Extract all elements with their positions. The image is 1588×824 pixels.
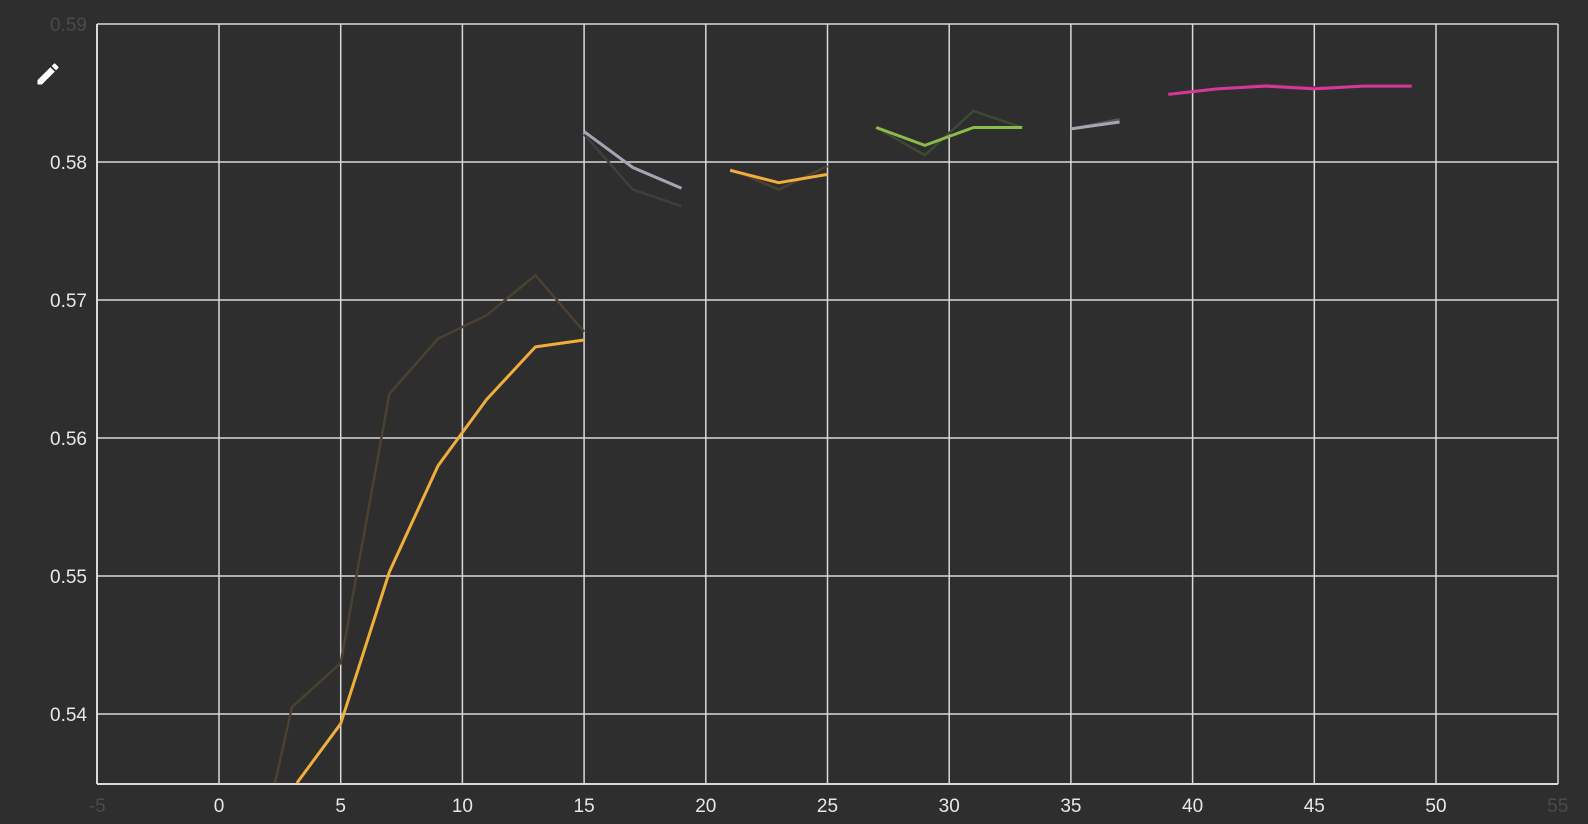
x-tick-label: 10 [452, 796, 473, 817]
y-tick-label: 0.56 [50, 429, 87, 450]
x-tick-label: 5 [335, 796, 346, 817]
x-tick-label: 35 [1060, 796, 1081, 817]
x-tick-label: 50 [1425, 796, 1446, 817]
grid [96, 23, 1559, 785]
x-tick-label: 20 [695, 796, 716, 817]
series-group [273, 83, 1412, 784]
x-tick-label: 40 [1182, 796, 1203, 817]
series-line-4 [583, 130, 683, 190]
y-tick-label: 0.54 [50, 705, 87, 726]
y-tick-label: 0.59 [50, 15, 87, 36]
y-tick-label: 0.57 [50, 291, 87, 312]
x-tick-label: 0 [214, 796, 225, 817]
series-line-3 [583, 133, 682, 208]
x-tick-label: -5 [89, 796, 106, 817]
x-tick-label: 55 [1547, 796, 1568, 817]
x-tick-label: 25 [817, 796, 838, 817]
series-line-8 [875, 126, 1023, 147]
series-line-10 [1070, 120, 1120, 131]
series-line-6 [729, 168, 828, 185]
x-tick-label: 45 [1304, 796, 1325, 817]
y-tick-label: 0.55 [50, 567, 87, 588]
series-line-1 [273, 273, 586, 784]
y-tick-label: 0.58 [50, 153, 87, 174]
series-line-7 [875, 109, 1023, 157]
pencil-icon[interactable] [34, 60, 62, 88]
x-tick-label: 15 [574, 796, 595, 817]
tick-labels: -5 0 5 10 15 20 25 30 35 40 45 50 55 0.54 0.55 0.56 0.57… [50, 15, 1568, 817]
series-line-2 [295, 338, 585, 784]
series-line-12 [1168, 84, 1412, 96]
x-tick-label: 30 [939, 796, 960, 817]
